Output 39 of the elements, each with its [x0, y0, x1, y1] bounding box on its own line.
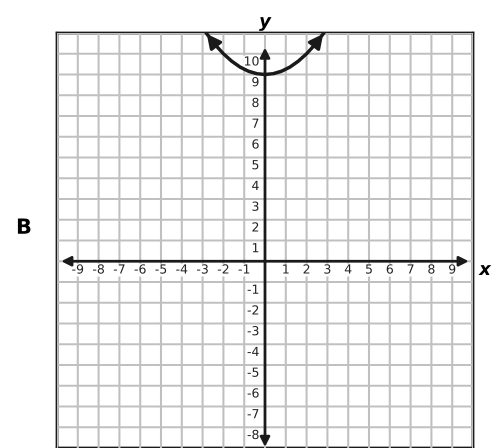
y-axis-title: y	[259, 17, 272, 31]
x-tick-label: -1	[238, 264, 250, 274]
x-tick-label: -4	[176, 264, 188, 274]
y-tick-label: -8	[248, 430, 259, 440]
x-axis-title: x	[478, 265, 492, 275]
y-tick-label: 1	[252, 243, 258, 252]
x-tick-label: -9	[72, 264, 84, 274]
y-tick-label: 5	[252, 160, 258, 170]
y-tick-label: -2	[248, 305, 258, 314]
x-tick-label: -3	[196, 264, 208, 274]
y-tick-label: -7	[248, 409, 258, 418]
x-tick-label: 4	[344, 264, 352, 274]
y-tick-label: -6	[248, 388, 259, 398]
y-tick-label: 3	[252, 201, 258, 211]
x-tick-label: 7	[408, 264, 414, 274]
y-tick-label: 8	[252, 98, 259, 108]
x-tick-label: -6	[134, 264, 146, 274]
y-tick-label: -3	[248, 326, 258, 336]
y-tick-label: 7	[252, 118, 258, 128]
x-tick-label: -5	[155, 264, 166, 274]
x-tick-label: -2	[218, 264, 228, 274]
y-tick-label: 9	[252, 76, 259, 86]
y-tick-label: 2	[252, 222, 258, 232]
x-tick-label: 8	[428, 264, 435, 274]
y-tick-label: -4	[248, 346, 259, 356]
y-tick-label: 10	[244, 56, 259, 66]
y-tick-label: -1	[248, 284, 258, 294]
x-tick-label: 2	[304, 264, 310, 274]
y-tick-label: 4	[252, 180, 259, 190]
x-tick-label: 5	[366, 264, 372, 274]
x-tick-label: 9	[449, 264, 456, 274]
y-tick-label: 6	[252, 139, 259, 149]
text: B	[18, 218, 30, 234]
x-tick-label: 6	[386, 264, 393, 274]
y-tick-label: -5	[248, 368, 258, 377]
x-tick-label: 1	[283, 264, 289, 274]
x-tick-label: -8	[92, 264, 104, 274]
x-tick-label: -7	[114, 264, 125, 274]
x-tick-label: 3	[324, 264, 330, 274]
